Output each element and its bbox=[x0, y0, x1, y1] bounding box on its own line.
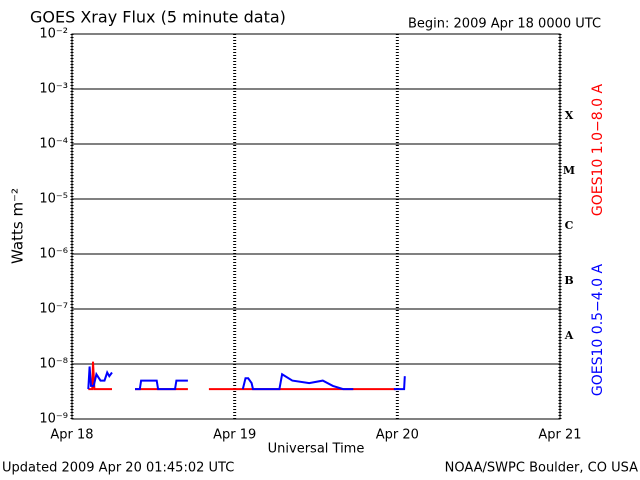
y-tick-label: 10⁻⁶ bbox=[39, 247, 68, 262]
footer-left: Updated 2009 Apr 20 01:45:02 UTC bbox=[2, 461, 234, 476]
y-tick-label: 10⁻⁸ bbox=[39, 357, 68, 372]
chart-subtitle: Begin: 2009 Apr 18 0000 UTC bbox=[408, 17, 601, 32]
x-tick-label: Apr 19 bbox=[213, 428, 256, 443]
flare-class-label: C bbox=[565, 219, 574, 232]
y-tick-label: 10⁻⁹ bbox=[39, 412, 68, 427]
x-axis-label: Universal Time bbox=[268, 442, 365, 457]
y-tick-label: 10⁻³ bbox=[39, 82, 68, 97]
x-tick-label: Apr 21 bbox=[538, 428, 581, 443]
y-tick-label: 10⁻⁷ bbox=[39, 302, 68, 317]
flare-class-label: X bbox=[565, 109, 574, 122]
y-axis-label: Watts m⁻² bbox=[9, 188, 27, 264]
chart-title: GOES Xray Flux (5 minute data) bbox=[30, 8, 286, 27]
x-tick-label: Apr 20 bbox=[376, 428, 419, 443]
y-tick-label: 10⁻⁵ bbox=[39, 192, 68, 207]
footer-right: NOAA/SWPC Boulder, CO USA bbox=[445, 461, 638, 476]
flare-class-label: A bbox=[564, 329, 574, 342]
flare-class-label: M bbox=[563, 164, 575, 177]
legend-label: GOES10 0.5−4.0 A bbox=[590, 264, 606, 397]
series-line bbox=[87, 366, 406, 391]
y-tick-label: 10⁻⁴ bbox=[39, 137, 68, 152]
flare-class-label: B bbox=[564, 274, 573, 287]
x-tick-label: Apr 18 bbox=[50, 428, 93, 443]
legend-label: GOES10 1.0−8.0 A bbox=[590, 84, 606, 217]
y-tick-label: 10⁻² bbox=[39, 27, 68, 42]
